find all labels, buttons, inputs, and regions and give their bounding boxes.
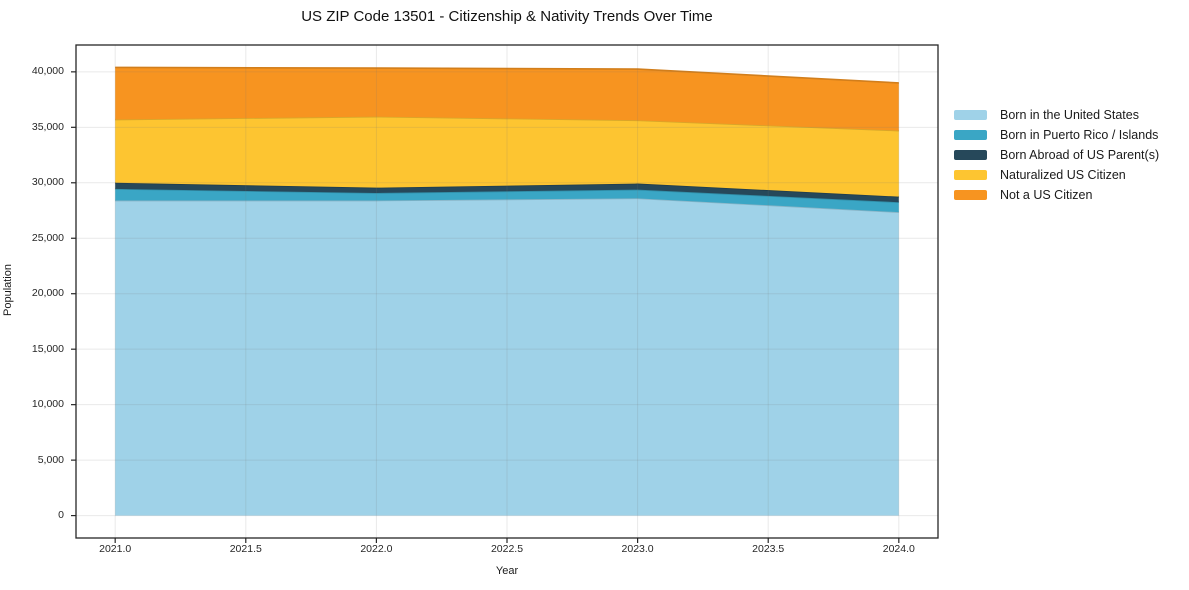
x-tick-label: 2022.5 [490, 543, 524, 555]
x-tick-label: 2024.0 [882, 543, 915, 555]
y-tick-label: 5,000 [37, 453, 64, 466]
legend-item: Born in the United States [954, 105, 1159, 125]
x-tick-label: 2021.5 [229, 543, 262, 555]
legend-label: Born Abroad of US Parent(s) [1000, 148, 1160, 162]
x-tick-label: 2021.0 [99, 543, 132, 555]
legend-item: Not a US Citizen [954, 185, 1159, 205]
y-tick-label: 25,000 [31, 231, 64, 244]
area-series-3 [115, 116, 899, 197]
legend-label: Born in the United States [1000, 108, 1139, 122]
x-tick-label: 2023.5 [752, 543, 785, 555]
x-axis-tick-labels: 2021.0 2021.5 2022.0 2022.5 2023.0 2023.5 2024… [0, 543, 1189, 557]
legend-swatch [954, 130, 987, 140]
area-series-2 [115, 182, 899, 203]
legend-swatch [954, 150, 987, 160]
y-tick-label: 10,000 [31, 398, 64, 411]
legend-label: Naturalized US Citizen [1000, 168, 1126, 182]
y-tick-label: 20,000 [31, 287, 64, 300]
area-series-0 [115, 198, 899, 516]
legend-label: Born in Puerto Rico / Islands [1000, 128, 1159, 142]
legend-item: Naturalized US Citizen [954, 165, 1159, 185]
x-axis-label: Year [495, 565, 519, 577]
legend-label: Not a US Citizen [1000, 188, 1093, 202]
legend-item: Born Abroad of US Parent(s) [954, 145, 1159, 165]
y-axis-tick-labels: 0 5,000 10,000 15,000 20,000 25,000 30,000 35,0… [0, 0, 64, 590]
x-tick-label: 2022.0 [360, 543, 393, 555]
legend-swatch [954, 110, 987, 120]
x-tick-label: 2023.0 [621, 543, 654, 555]
legend-swatch [954, 190, 987, 200]
legend-item: Born in Puerto Rico / Islands [954, 125, 1159, 145]
plot-border [75, 44, 939, 539]
legend: Born in the United States Born in Puerto… [954, 105, 1159, 205]
area-edge-4 [115, 66, 899, 84]
legend-swatch [954, 170, 987, 180]
area-series-4 [115, 67, 899, 131]
y-tick-label: 40,000 [31, 65, 64, 78]
chart-title: US ZIP Code 13501 - Citizenship & Nativi… [301, 8, 713, 25]
y-tick-label: 15,000 [31, 342, 64, 355]
y-tick-label: 30,000 [31, 176, 64, 189]
y-tick-label: 0 [58, 509, 64, 522]
area-series-1 [115, 188, 899, 213]
y-tick-label: 35,000 [31, 120, 64, 133]
